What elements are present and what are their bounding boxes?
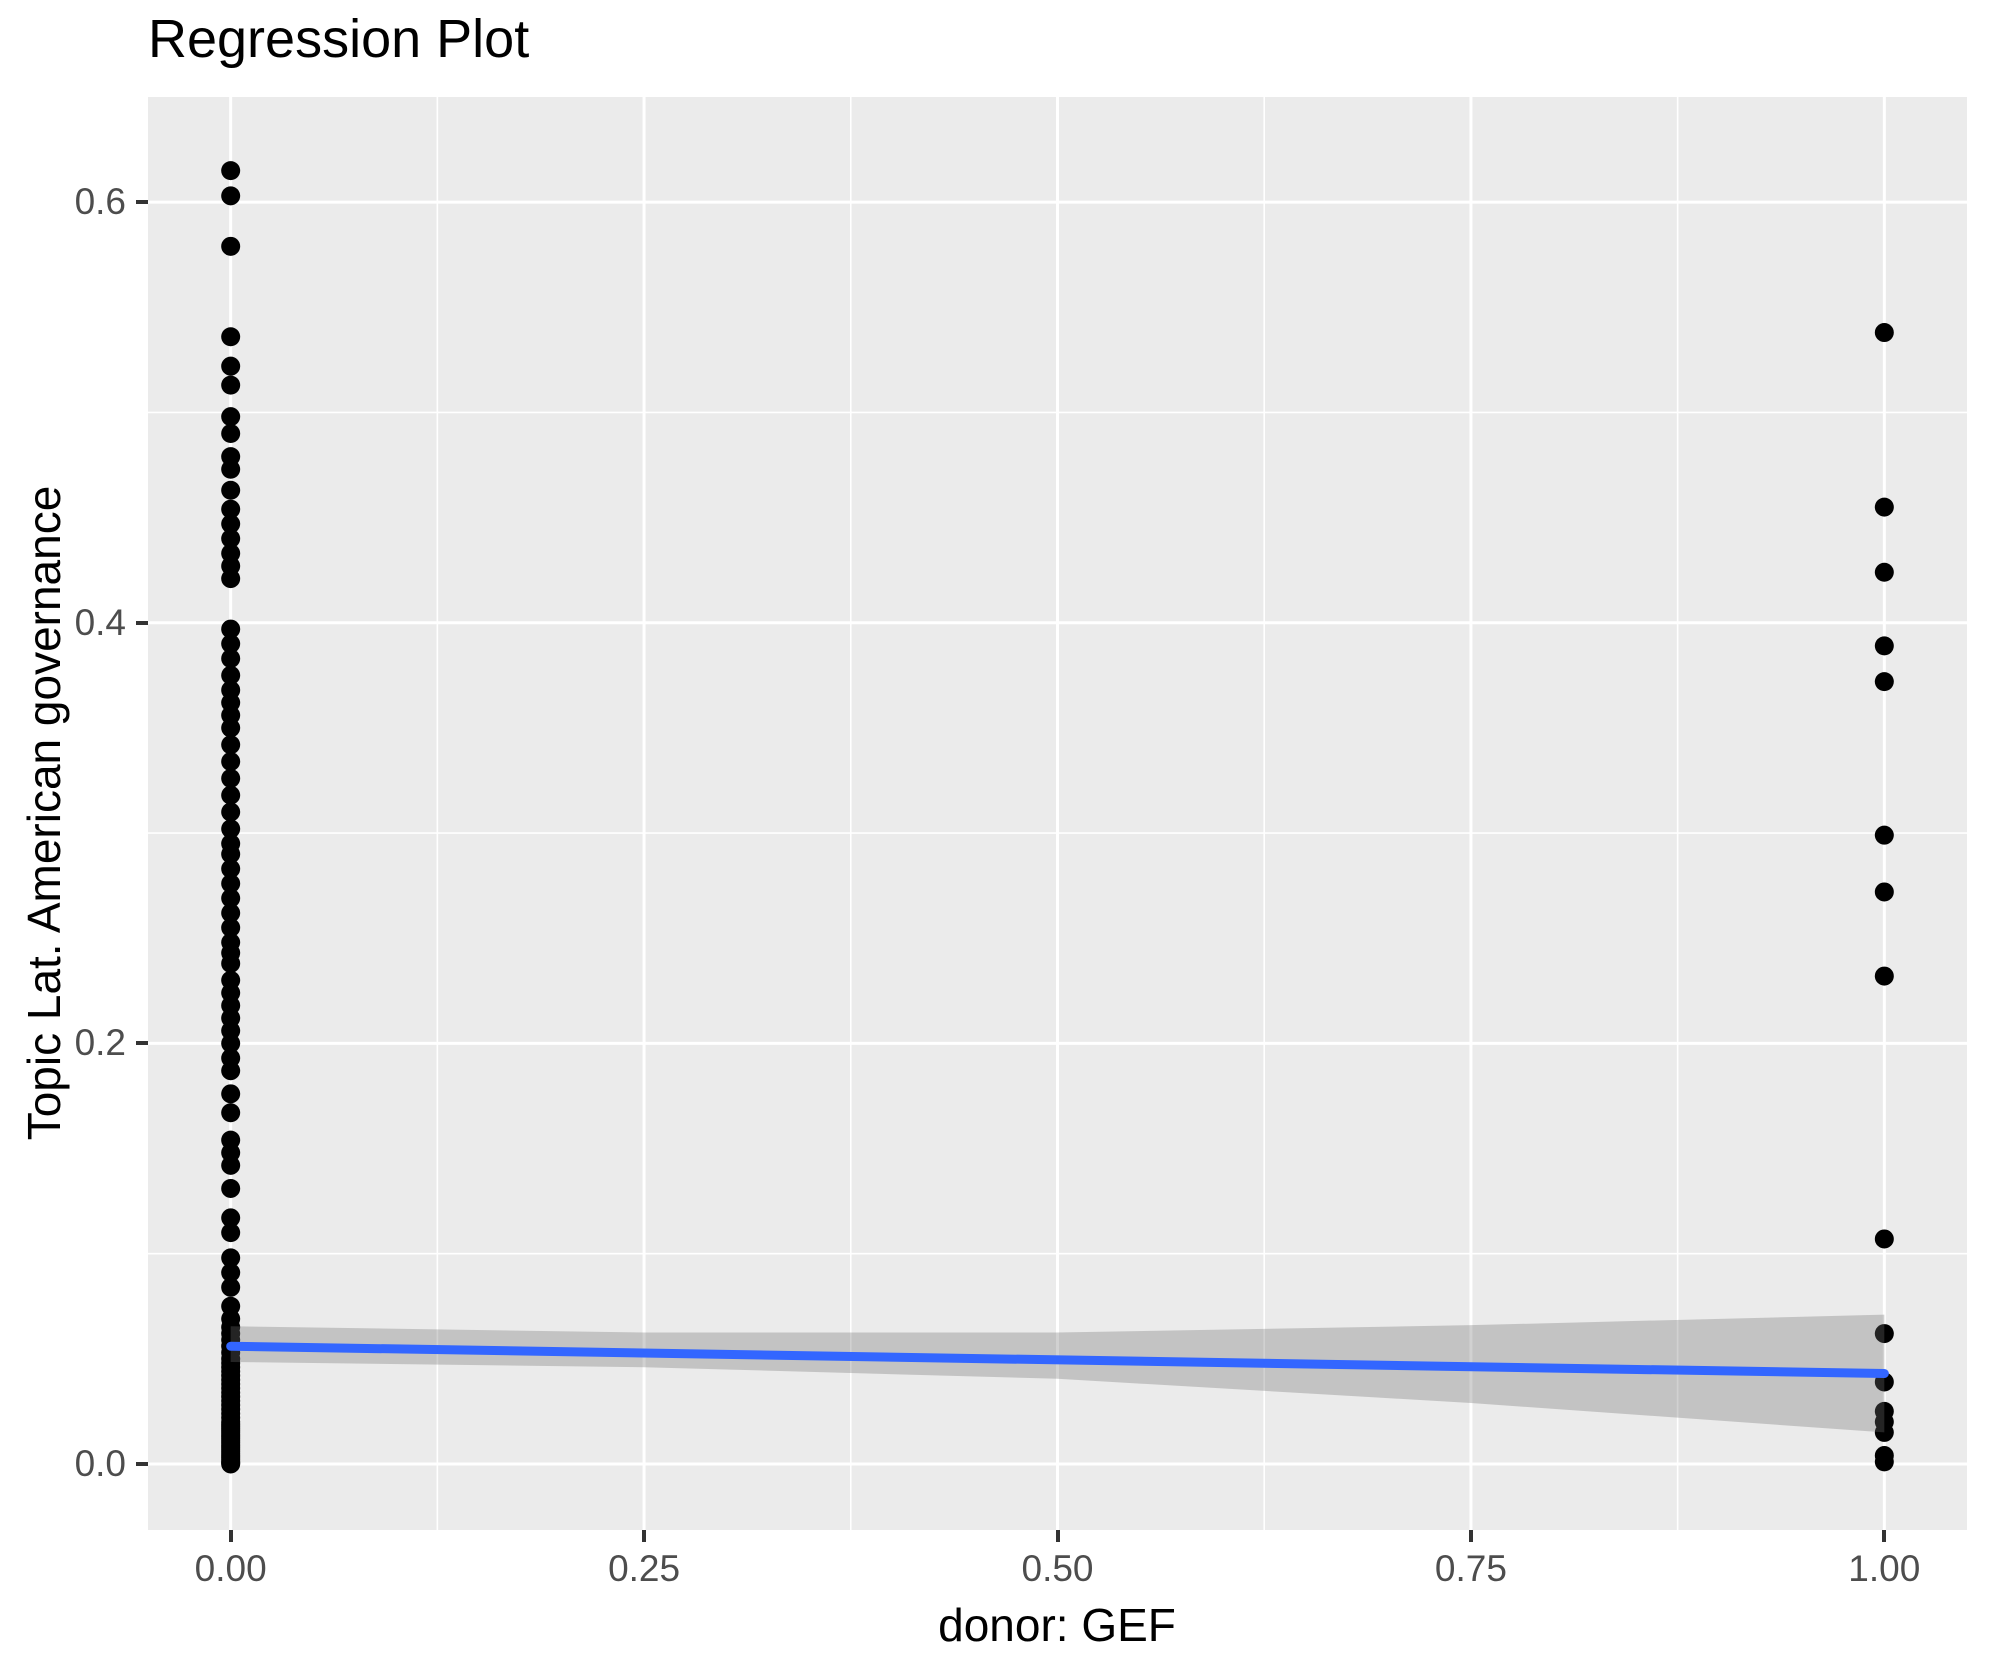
data-point [221,1103,241,1123]
data-point [221,802,241,822]
x-tick-label: 0.75 [1434,1548,1507,1589]
data-point [1874,1229,1894,1249]
regression-line [226,1341,1889,1379]
data-point [221,514,241,534]
y-axis-title: Topic Lat. American governance [18,485,70,1141]
data-point [221,844,241,864]
data-point [221,752,241,772]
x-tick-label: 1.00 [1848,1548,1921,1589]
x-tick-label: 0.00 [194,1548,267,1589]
confidence-band [230,1314,1885,1433]
data-point [1874,1324,1894,1344]
data-point [221,161,241,181]
data-point [1874,323,1894,343]
data-point [1874,672,1894,692]
y-tick-mark [136,200,148,205]
data-point [221,665,241,685]
data-point [221,1208,241,1228]
data-point [1874,825,1894,845]
data-point [221,423,241,443]
data-point [221,480,241,500]
data-point [221,327,241,347]
data-point [1874,562,1894,582]
data-point [221,1277,241,1297]
data-point [221,1248,241,1268]
x-tick-mark [228,1530,233,1542]
y-tick-label: 0.2 [74,1022,126,1064]
chart-panel [148,97,1967,1530]
data-point [1874,1422,1894,1442]
data-point [221,768,241,788]
x-tick-mark [1055,1530,1060,1542]
x-tick-mark [1468,1530,1473,1542]
data-point [221,819,241,839]
data-point [221,236,241,256]
data-point [221,785,241,805]
x-tick-label: 0.50 [1021,1548,1094,1589]
data-point [221,859,241,879]
data-point [221,186,241,206]
data-point [1874,636,1894,656]
x-tick-label: 0.25 [608,1548,681,1589]
plot-area [148,97,1967,1530]
y-tick-label: 0.6 [74,181,126,223]
data-point [221,1033,241,1053]
data-point [221,407,241,427]
x-tick-mark [1882,1530,1887,1542]
data-point [221,1178,241,1198]
data-point [221,1155,241,1175]
data-point [221,375,241,395]
data-point [1874,497,1894,517]
data-point [221,634,241,654]
data-point [221,649,241,669]
data-point [221,569,241,589]
x-axis-title: donor: GEF [938,1599,1176,1651]
y-tick-mark [136,620,148,625]
data-point [221,1084,241,1104]
data-point [221,888,241,908]
data-point [221,459,241,479]
x-tick-mark [642,1530,647,1542]
data-point [221,903,241,923]
data-point [221,619,241,639]
y-tick-label: 0.4 [74,601,126,643]
y-tick-mark [136,1041,148,1046]
data-point [221,953,241,973]
data-point [221,1223,241,1243]
data-point [221,918,241,938]
y-tick-mark [136,1461,148,1466]
data-point [1874,882,1894,902]
data-point [221,874,241,894]
data-point [1874,1452,1894,1472]
data-point [221,356,241,376]
data-point [221,1263,241,1283]
data-point [221,718,241,738]
data-point [221,1061,241,1081]
data-point [221,529,241,549]
data-point [221,735,241,755]
data-point [221,499,241,519]
plot-title: Regression Plot [148,9,530,69]
data-point [221,1454,241,1474]
data-point [1874,966,1894,986]
y-tick-label: 0.0 [74,1442,126,1484]
